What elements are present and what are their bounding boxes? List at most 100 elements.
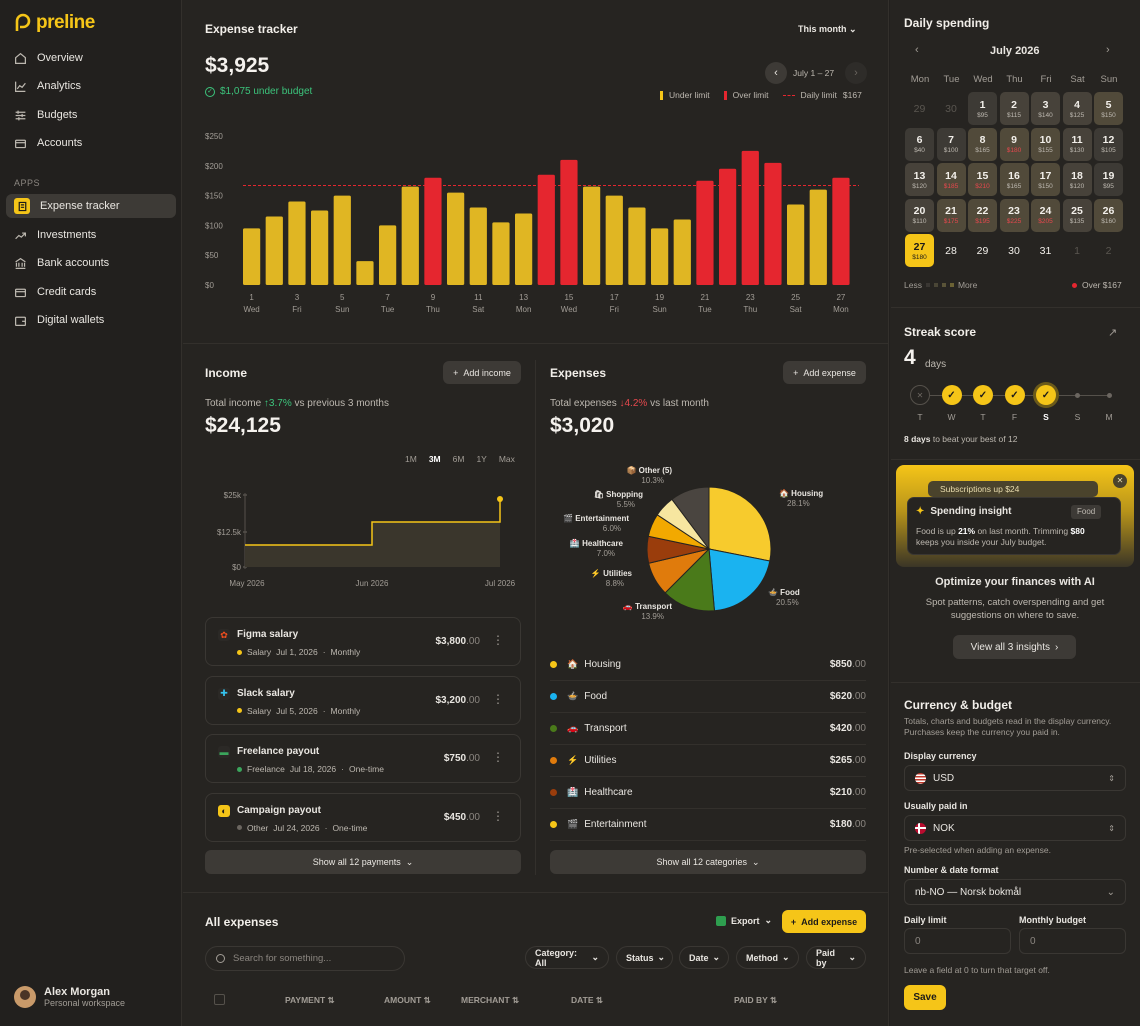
calendar-day[interactable]: 14 $185: [936, 163, 966, 196]
column-header-date[interactable]: DATE ⇅: [571, 995, 603, 1005]
column-header-merchant[interactable]: MERCHANT ⇅: [461, 995, 520, 1005]
calendar-day[interactable]: 29: [968, 234, 997, 267]
more-icon[interactable]: ⋮: [492, 750, 504, 764]
pie-label: 🎬 Entertainment: [563, 513, 629, 523]
monthly-budget-input[interactable]: 0: [1019, 928, 1126, 954]
calendar-day[interactable]: 10 $155: [1031, 127, 1060, 161]
range-tab-3m[interactable]: 3M: [428, 454, 441, 464]
calendar-day[interactable]: 12 $105: [1094, 127, 1123, 161]
expand-icon[interactable]: ↗: [1108, 327, 1118, 339]
category-row[interactable]: 🚗 Transport $420.00: [550, 713, 866, 745]
nav-credit-cards[interactable]: Credit cards: [6, 280, 176, 304]
category-row[interactable]: 🍲 Food $620.00: [550, 681, 866, 713]
nav-overview[interactable]: Overview: [6, 46, 176, 70]
view-insights-button[interactable]: View all 3 insights ›: [953, 635, 1076, 659]
filter-date[interactable]: Date ⌄: [679, 946, 729, 969]
more-icon[interactable]: ⋮: [492, 808, 504, 823]
category-name: Healthcare: [584, 787, 633, 798]
add-income-button[interactable]: + Add income: [443, 361, 521, 384]
range-tab-1y[interactable]: 1Y: [476, 454, 487, 464]
nav-accounts[interactable]: Accounts: [6, 131, 176, 155]
filter-category[interactable]: Category: All ⌄: [525, 946, 609, 969]
display-currency-select[interactable]: USD ⇕: [904, 765, 1126, 791]
close-icon[interactable]: ✕: [1113, 474, 1127, 488]
format-select[interactable]: nb-NO — Norsk bokmål ⌄: [904, 879, 1126, 905]
paid-in-select[interactable]: NOK ⇕: [904, 815, 1126, 841]
calendar-day[interactable]: 24 $205: [1031, 198, 1060, 232]
payment-card[interactable]: ◐ Campaign payout Other Jul 24, 2026 · One-ti…: [205, 792, 521, 842]
calendar-day[interactable]: 5 $150: [1094, 92, 1123, 125]
column-header-amount[interactable]: AMOUNT ⇅: [384, 995, 431, 1005]
filter-status[interactable]: Status ⌄: [616, 946, 673, 969]
payment-card[interactable]: ✿ Figma salary Salary Jul 1, 2026 · Monthly $3…: [205, 617, 521, 666]
calendar-day[interactable]: 15 $210: [968, 163, 997, 196]
nav-budgets[interactable]: Budgets: [6, 103, 176, 127]
calendar-day[interactable]: 13 $120: [905, 163, 934, 196]
filter-paid-by[interactable]: Paid by ⌄: [806, 946, 866, 969]
calendar-day[interactable]: 2 $115: [999, 92, 1029, 125]
calendar-day: 29: [905, 92, 934, 125]
show-all-payments-button[interactable]: Show all 12 payments ⌄: [205, 850, 521, 874]
nav-digital-wallets[interactable]: Digital wallets: [6, 308, 176, 332]
next-range-button[interactable]: ›: [845, 62, 867, 84]
calendar-day[interactable]: 3 $140: [1031, 92, 1060, 125]
calendar-day[interactable]: 27 $180: [905, 234, 934, 267]
calendar-day[interactable]: 11 $130: [1062, 127, 1092, 161]
payment-amount: $3,800.00: [435, 636, 481, 647]
calendar-day[interactable]: 23 $225: [999, 198, 1029, 232]
range-tab-max[interactable]: Max: [498, 454, 515, 464]
column-header-paid-by[interactable]: PAID BY ⇅: [734, 995, 778, 1005]
calendar-day[interactable]: 18 $120: [1062, 163, 1092, 196]
user-profile[interactable]: Alex Morgan Personal workspace: [14, 986, 125, 1008]
calendar-day[interactable]: 31: [1031, 234, 1060, 267]
calendar-day[interactable]: 6 $40: [905, 127, 934, 161]
calendar-day[interactable]: 4 $125: [1062, 92, 1092, 125]
select-all-checkbox[interactable]: [214, 994, 225, 1005]
calendar-day[interactable]: 28: [937, 234, 966, 267]
calendar-day[interactable]: 16 $165: [999, 163, 1029, 196]
period-select[interactable]: This month ⌄: [798, 24, 857, 34]
search-input[interactable]: Search for something...: [205, 946, 405, 971]
brand-logo[interactable]: preline: [14, 12, 95, 34]
export-button[interactable]: Export ⌄: [716, 915, 772, 926]
nav-investments[interactable]: Investments: [6, 223, 176, 247]
payment-card[interactable]: ▬ Freelance payout Freelance Jul 18, 2026 · O…: [205, 734, 521, 783]
calendar-day[interactable]: 30: [1000, 234, 1029, 267]
payment-card[interactable]: ✚ Slack salary Salary Jul 5, 2026 · Monthly $3…: [205, 675, 521, 725]
calendar-day[interactable]: 17 $150: [1031, 163, 1060, 196]
category-row[interactable]: 🏠 Housing $850.00: [550, 649, 866, 681]
nav-bank-accounts[interactable]: Bank accounts: [6, 251, 176, 275]
day-amount: $155: [1038, 147, 1053, 154]
streak-title: Streak score: [904, 325, 977, 339]
category-row[interactable]: ⚡ Utilities $265.00: [550, 745, 866, 777]
nav-analytics[interactable]: Analytics: [6, 74, 176, 98]
range-tab-1m[interactable]: 1M: [405, 454, 417, 464]
add-expense-button[interactable]: + Add expense: [782, 910, 866, 933]
category-row[interactable]: 🎬 Entertainment $180.00: [550, 809, 866, 841]
daily-limit-input[interactable]: 0: [904, 928, 1011, 954]
column-header-payment[interactable]: PAYMENT ⇅: [285, 995, 335, 1005]
filter-method[interactable]: Method ⌄: [736, 946, 799, 969]
calendar-day[interactable]: 20 $110: [905, 198, 934, 232]
prev-month-button[interactable]: ‹: [915, 44, 919, 56]
calendar-day[interactable]: 26 $160: [1094, 198, 1123, 232]
range-tab-6m[interactable]: 6M: [452, 454, 465, 464]
show-all-categories-button[interactable]: Show all 12 categories ⌄: [550, 850, 866, 874]
add-expense-top-button[interactable]: + Add expense: [783, 361, 866, 384]
prev-range-button[interactable]: ‹: [765, 62, 787, 84]
nav-expense-tracker[interactable]: Expense tracker: [6, 194, 176, 218]
calendar-day[interactable]: 22 $195: [968, 198, 997, 232]
next-month-button[interactable]: ›: [1106, 44, 1110, 56]
more-icon[interactable]: ⋮: [492, 691, 504, 706]
calendar-day[interactable]: 21 $175: [936, 198, 966, 232]
category-row[interactable]: 🏥 Healthcare $210.00: [550, 777, 866, 809]
calendar-day[interactable]: 7 $100: [936, 127, 966, 161]
save-button[interactable]: Save: [904, 985, 946, 1010]
calendar-day[interactable]: 25 $135: [1062, 198, 1092, 232]
more-icon[interactable]: ⋮: [492, 633, 504, 647]
calendar-day[interactable]: 1 $95: [968, 92, 997, 125]
wallet-icon: [15, 316, 26, 326]
calendar-day[interactable]: 8 $165: [968, 127, 997, 161]
calendar-day[interactable]: 9 $180: [999, 127, 1029, 161]
calendar-day[interactable]: 19 $95: [1094, 163, 1123, 196]
